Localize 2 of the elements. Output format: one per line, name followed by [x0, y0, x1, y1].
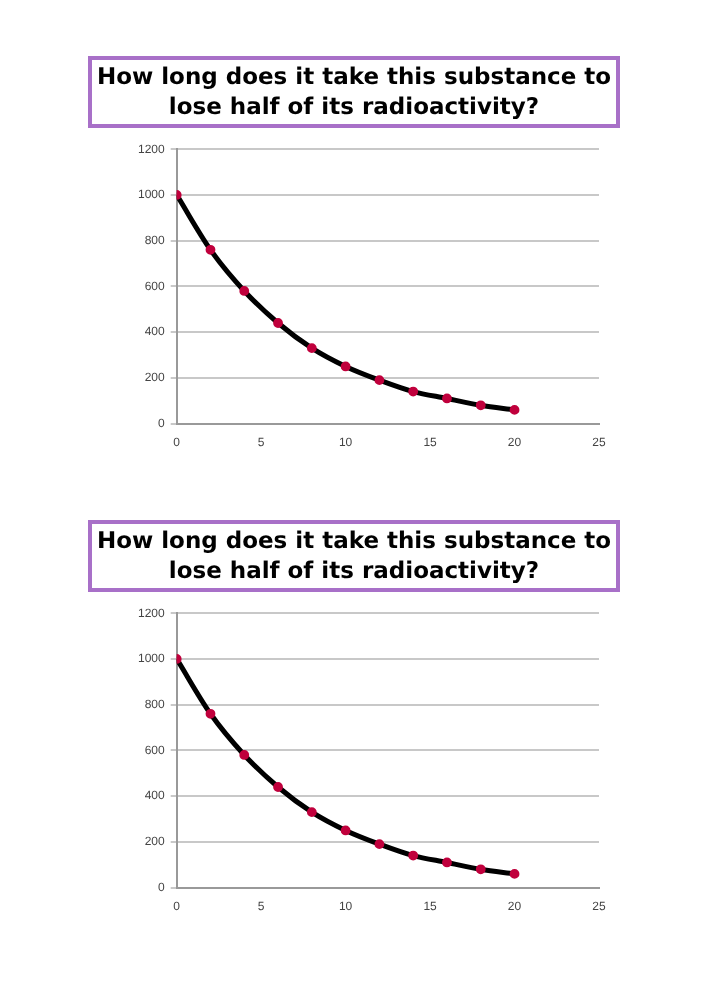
chart-title: How long does it take this substance to lose half of its radioactivity? — [88, 56, 620, 128]
chart-title: How long does it take this substance to lose half of its radioactivity? — [88, 520, 620, 592]
